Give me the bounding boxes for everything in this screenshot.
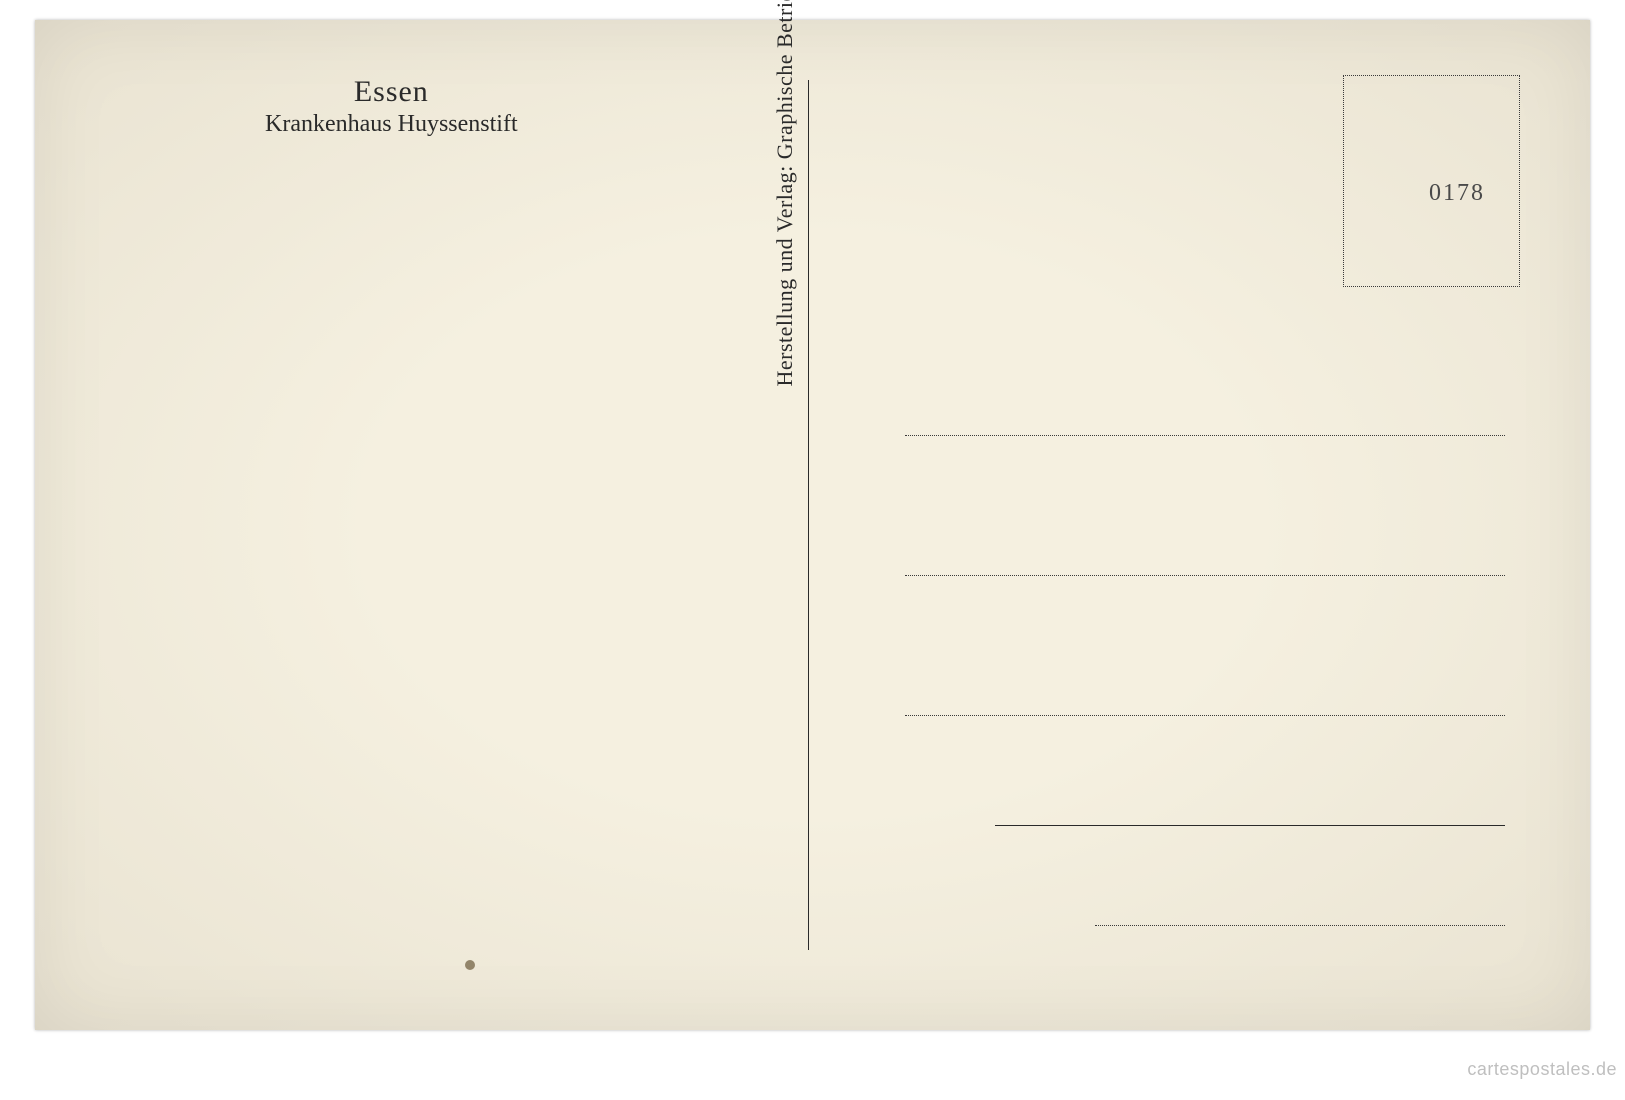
paper-blemish xyxy=(465,960,475,970)
address-line-4 xyxy=(995,825,1505,826)
caption-subtitle: Krankenhaus Huyssenstift xyxy=(265,111,518,138)
caption-city: Essen xyxy=(265,75,518,109)
publisher-credit: Herstellung und Verlag: Graphische Betri… xyxy=(772,0,798,523)
address-line-2 xyxy=(905,575,1505,576)
center-divider xyxy=(808,80,809,950)
address-line-5 xyxy=(1095,925,1505,926)
address-line-3 xyxy=(905,715,1505,716)
caption-block: Essen Krankenhaus Huyssenstift xyxy=(265,75,518,138)
postcard-back: Essen Krankenhaus Huyssenstift Herstellu… xyxy=(35,20,1590,1030)
watermark: cartespostales.de xyxy=(1467,1059,1617,1080)
address-line-1 xyxy=(905,435,1505,436)
stamp-number: 0178 xyxy=(1429,180,1485,207)
